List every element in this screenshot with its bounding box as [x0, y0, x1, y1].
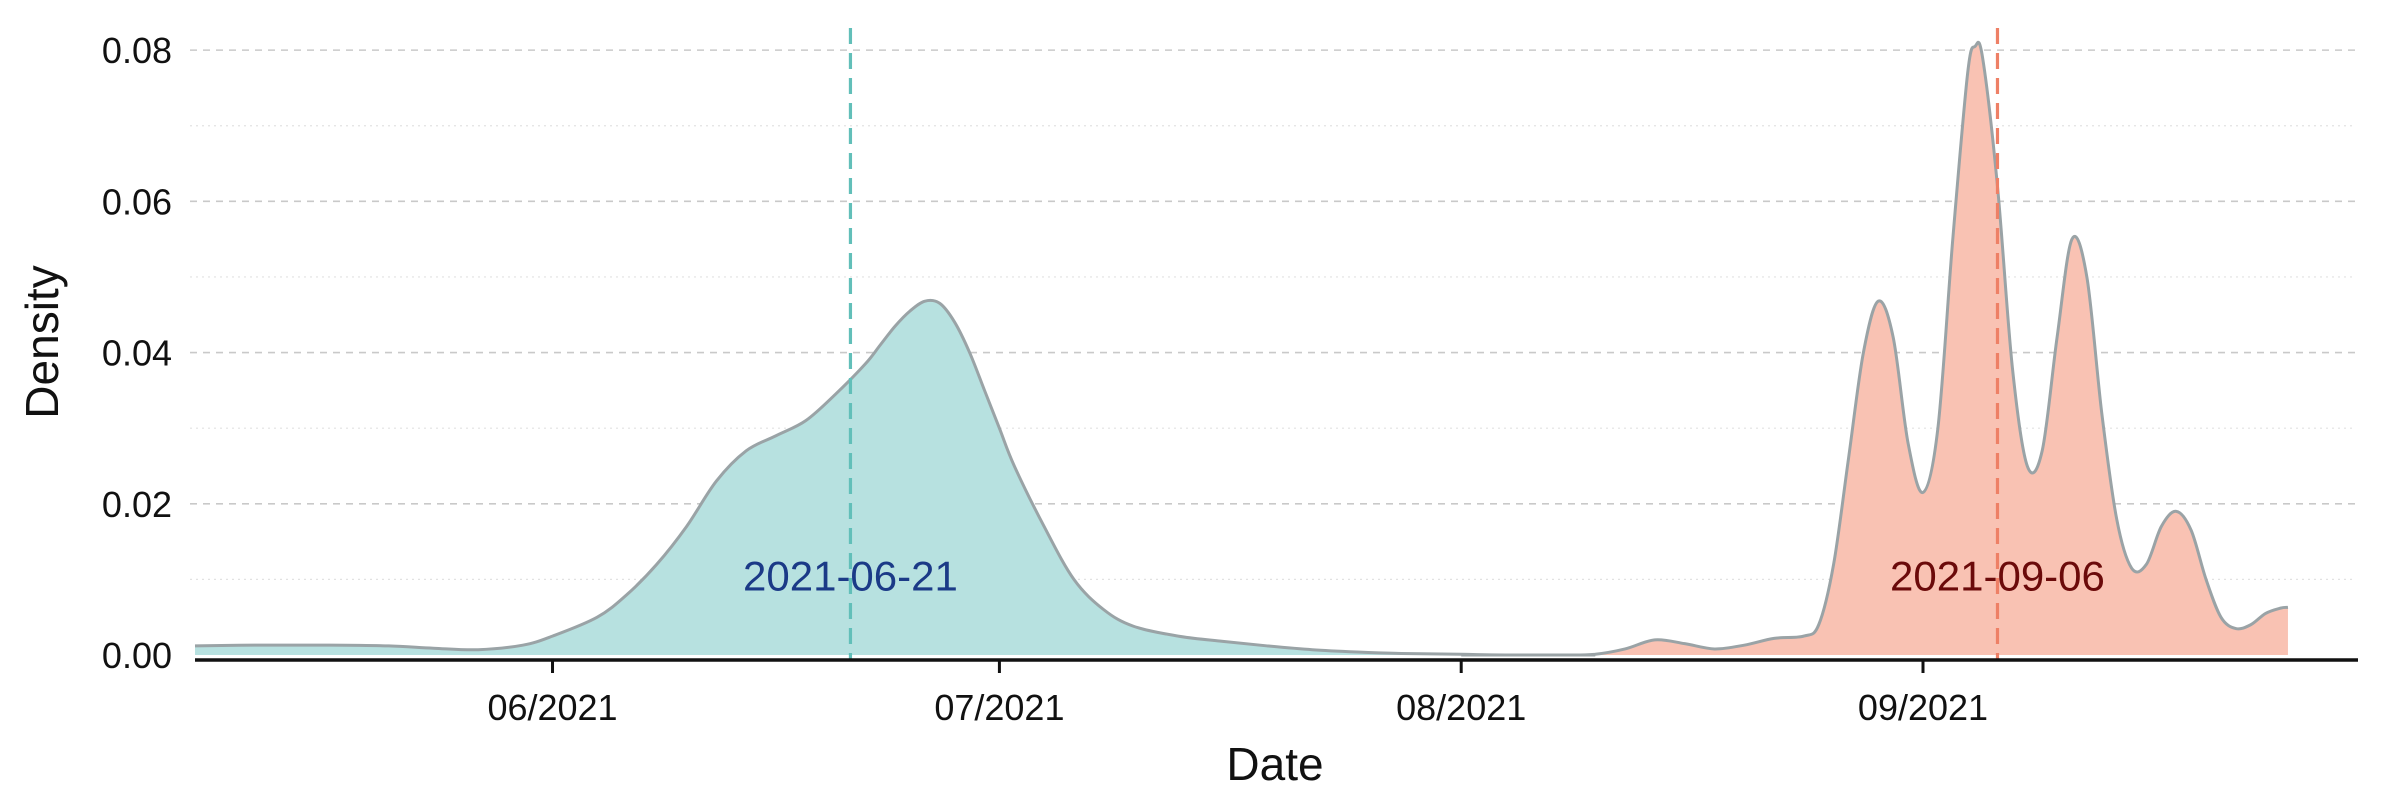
x-tick-label: 06/2021	[487, 687, 617, 728]
grid-layer	[190, 49, 2355, 580]
density-area-series-2	[1461, 42, 2288, 655]
y-tick-label: 0.08	[102, 30, 172, 71]
density-curve-series-2	[1461, 40, 2289, 657]
density-area-series-1	[195, 300, 1596, 655]
y-tick-label: 0.02	[102, 484, 172, 525]
x-tick-labels: 06/2021 07/2021 08/2021 09/2021	[487, 660, 1988, 728]
y-axis-title: Density	[16, 265, 68, 418]
y-tick-label: 0.06	[102, 181, 172, 222]
y-tick-label: 0.04	[102, 333, 172, 374]
y-tick-label: 0.00	[102, 635, 172, 676]
y-tick-labels: 0.00 0.02 0.04 0.06 0.08	[102, 30, 172, 676]
median-layer: 2021-06-21 2021-09-06	[743, 28, 2105, 660]
x-tick-label: 09/2021	[1858, 687, 1988, 728]
x-axis-title: Date	[1226, 738, 1323, 790]
median-label-series-2: 2021-09-06	[1890, 553, 2105, 600]
area-layer	[194, 40, 2289, 657]
x-tick-label: 07/2021	[934, 687, 1064, 728]
density-curve-series-1	[194, 298, 1596, 657]
median-label-series-1: 2021-06-21	[743, 553, 958, 600]
x-tick-label: 08/2021	[1396, 687, 1526, 728]
